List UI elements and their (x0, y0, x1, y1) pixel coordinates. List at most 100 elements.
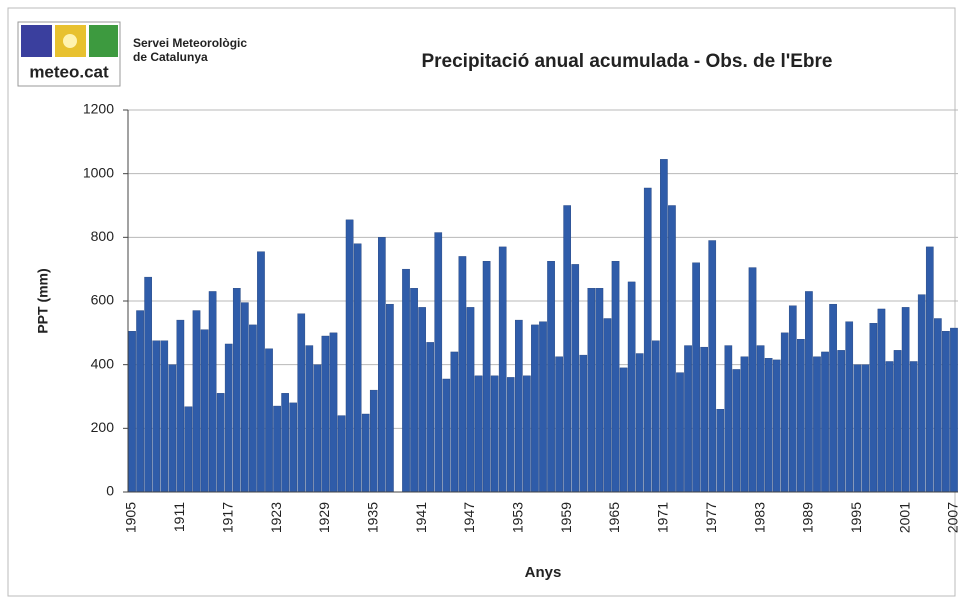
bar (442, 378, 451, 493)
bar (232, 288, 241, 493)
bar (934, 318, 942, 493)
bar (458, 256, 467, 493)
bar (176, 319, 185, 493)
y-tick-label: 0 (106, 483, 114, 499)
bar (369, 389, 378, 493)
bar (152, 340, 161, 493)
bar (313, 364, 322, 493)
bar (434, 232, 443, 493)
x-tick-label: 1905 (123, 502, 139, 533)
x-tick-label: 1953 (510, 502, 526, 533)
bar (700, 346, 708, 493)
y-tick-label: 400 (91, 355, 115, 371)
bar (410, 288, 418, 493)
x-tick-label: 1995 (848, 502, 864, 533)
bar (329, 332, 338, 493)
bar (563, 205, 572, 493)
bar (426, 342, 435, 493)
bar (797, 339, 805, 493)
org-line: Servei Meteorològic (133, 36, 247, 50)
bar (950, 327, 958, 493)
bar (249, 324, 257, 493)
bar (208, 291, 217, 493)
y-tick-label: 1200 (83, 101, 114, 117)
bar (643, 187, 652, 493)
bar (885, 361, 894, 493)
bar (474, 375, 483, 493)
bar (708, 240, 717, 493)
bar (506, 377, 515, 493)
bar (764, 358, 773, 493)
bar (805, 291, 813, 493)
bar (184, 406, 193, 493)
bar (514, 319, 523, 493)
org-line: de Catalunya (133, 50, 208, 64)
bar (660, 159, 668, 493)
y-tick-label: 200 (91, 419, 115, 435)
x-axis-label: Anys (525, 564, 562, 581)
bar (297, 313, 306, 493)
bar (128, 331, 136, 493)
y-tick-label: 1000 (83, 164, 114, 180)
bar (144, 276, 152, 493)
bar (756, 345, 765, 493)
bar (869, 323, 878, 493)
bar (482, 261, 491, 493)
bar (724, 345, 733, 493)
bar (740, 356, 749, 493)
bar (917, 294, 926, 493)
bar (402, 268, 410, 493)
x-tick-label: 1917 (219, 502, 235, 533)
logo-text: meteo.cat (29, 62, 109, 81)
logo: meteo.cat Servei Meteorològic de Catalun… (17, 21, 247, 87)
bar (353, 243, 362, 493)
bar (821, 351, 829, 493)
bar (732, 369, 741, 493)
bar (386, 303, 394, 493)
bar (571, 264, 580, 493)
y-axis-label: PPT (mm) (35, 268, 51, 333)
bar (627, 281, 636, 493)
bar (160, 340, 169, 493)
bar (925, 246, 934, 493)
bar (450, 351, 459, 493)
bar (224, 343, 233, 493)
bar (901, 307, 910, 493)
bar (587, 288, 596, 493)
bar (273, 405, 281, 493)
x-tick-label: 1923 (268, 502, 284, 533)
bar (539, 321, 547, 493)
bar (490, 375, 499, 493)
logo-green (89, 25, 118, 57)
x-tick-label: 1983 (751, 502, 767, 533)
bar (321, 335, 330, 493)
x-tick-label: 1971 (655, 502, 671, 533)
x-tick-label: 1947 (461, 502, 477, 533)
bar (772, 359, 781, 493)
bar (837, 350, 845, 493)
bar (603, 318, 612, 493)
logo-sun (63, 34, 77, 48)
bar (547, 261, 555, 493)
bar (813, 356, 821, 493)
bar (877, 308, 886, 493)
bar (579, 354, 588, 493)
bar (748, 267, 757, 493)
x-tick-label: 2001 (896, 502, 912, 533)
chart-title: Precipitació anual acumulada - Obs. de l… (421, 51, 832, 72)
frame (7, 7, 956, 597)
x-tick-label: 1941 (413, 502, 429, 533)
bar (595, 288, 604, 493)
bar (853, 364, 862, 493)
bar (257, 251, 265, 493)
bar (192, 310, 201, 493)
x-tick-label: 1911 (171, 502, 187, 532)
bar (136, 310, 144, 493)
bar (684, 345, 692, 493)
bar (200, 329, 209, 493)
logo-blue (21, 25, 52, 57)
x-tick-label: 1959 (558, 502, 574, 533)
bar (531, 324, 539, 493)
bar (418, 307, 426, 493)
